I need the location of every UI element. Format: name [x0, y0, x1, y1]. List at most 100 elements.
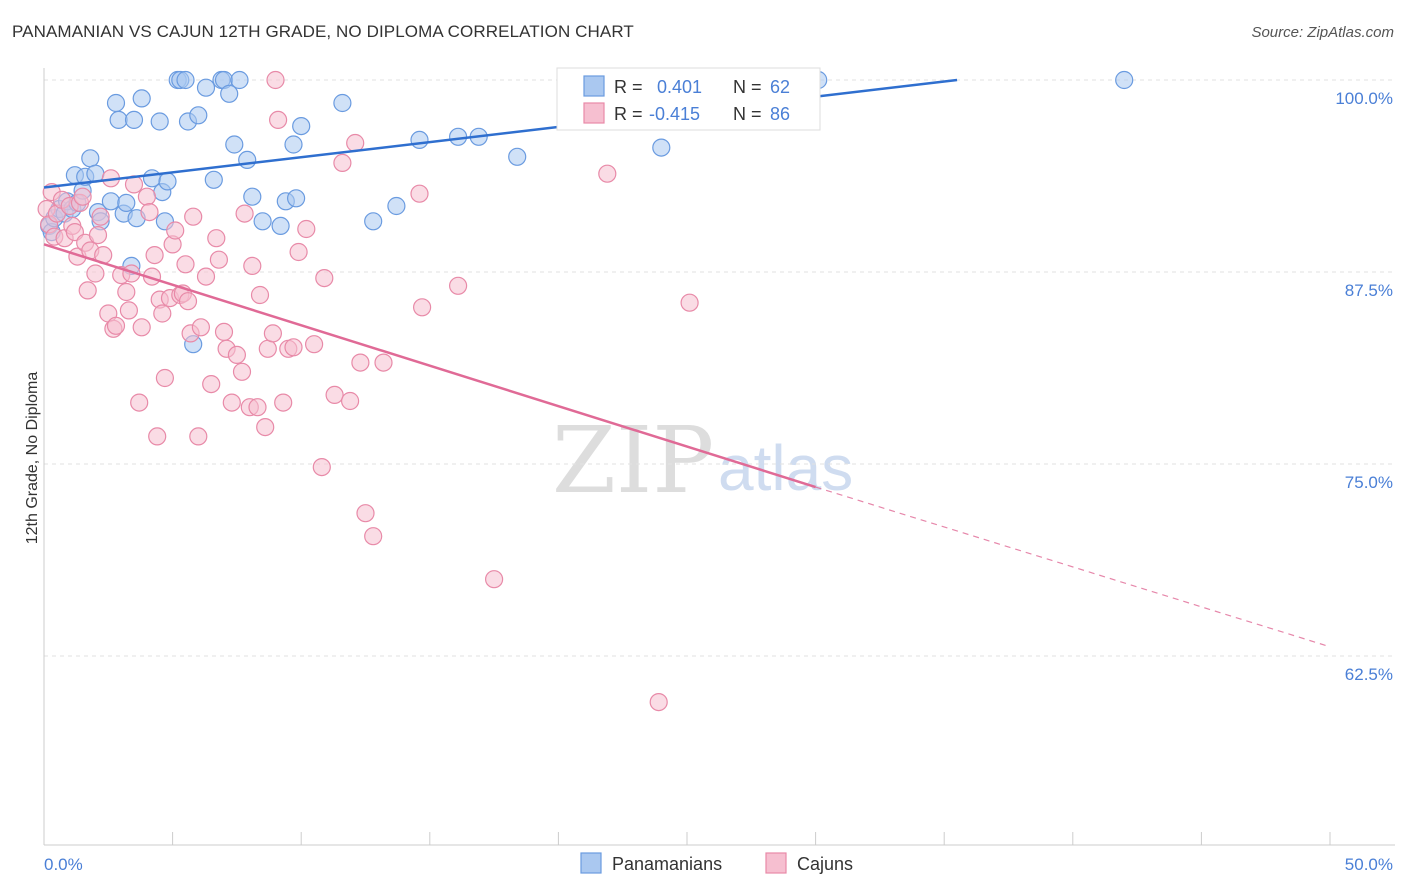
series-cajuns — [37, 70, 699, 712]
x-tick-label-0: 0.0% — [44, 855, 83, 874]
cajun-point-82 — [364, 527, 383, 546]
panamanian-point-15 — [101, 192, 121, 211]
cajun-point-31 — [137, 187, 156, 206]
legend-r-value-1: 0.401 — [657, 77, 702, 97]
cajun-point-34 — [145, 246, 164, 265]
cajun-point-53 — [209, 250, 228, 269]
cajun-point-78 — [341, 391, 360, 411]
cajun-point-48 — [189, 427, 208, 446]
panamanian-point-44 — [253, 212, 272, 231]
cajun-point-65 — [258, 339, 277, 358]
y-tick-labels: 100.0% 87.5% 75.0% 62.5% — [1335, 89, 1393, 684]
y-tick-label-3: 62.5% — [1345, 665, 1393, 684]
panamanian-point-16 — [106, 93, 126, 113]
bottom-legend-swatch-panamanians — [580, 852, 602, 874]
series-legend: Panamanians Cajuns — [580, 852, 853, 874]
legend-r-value-2: -0.415 — [649, 104, 700, 124]
x-tick-label-1: 50.0% — [1345, 855, 1393, 874]
cajun-point-18 — [91, 207, 110, 226]
cajun-point-47 — [184, 207, 203, 226]
cajun-point-58 — [232, 362, 252, 381]
panamanian-point-11 — [81, 149, 100, 168]
cajun-point-59 — [235, 204, 254, 223]
cajun-point-50 — [196, 267, 216, 286]
cajun-point-74 — [312, 458, 331, 477]
panamanian-point-28 — [158, 172, 177, 191]
cajun-point-32 — [140, 203, 159, 222]
cajun-point-66 — [263, 324, 282, 343]
panamanian-point-47 — [284, 135, 303, 154]
panamanian-point-25 — [150, 112, 169, 131]
cajun-point-12 — [73, 187, 92, 206]
cajun-point-80 — [351, 353, 370, 372]
cajun-point-37 — [153, 304, 172, 323]
panamanian-point-56 — [508, 147, 527, 166]
panamanian-point-40 — [225, 135, 244, 154]
cajun-point-16 — [86, 264, 105, 283]
cajun-point-38 — [155, 368, 174, 388]
bottom-legend-panamanians: Panamanians — [612, 854, 722, 874]
cajun-point-26 — [119, 301, 138, 320]
source-label: Source: ZipAtlas.com — [1251, 24, 1394, 41]
panamanian-point-49 — [292, 116, 311, 136]
legend-r-label-2: R = — [614, 104, 643, 124]
cajun-point-62 — [248, 398, 267, 417]
cajun-point-67 — [269, 110, 288, 130]
cajun-point-56 — [222, 393, 241, 412]
legend-n-label-1: N = — [733, 77, 762, 97]
cajun-point-44 — [176, 255, 195, 274]
y-axis-label: 12th Grade, No Diploma — [24, 372, 41, 545]
panamanian-point-59 — [1115, 70, 1134, 90]
watermark-atlas: atlas — [718, 432, 853, 504]
cajun-point-77 — [333, 153, 352, 172]
cajun-point-90 — [680, 293, 699, 312]
panamanian-point-23 — [132, 89, 151, 108]
panamanian-point-57 — [652, 138, 671, 157]
cajun-point-83 — [374, 353, 393, 372]
panamanian-point-39 — [220, 84, 239, 103]
cajun-point-86 — [449, 276, 468, 295]
panamanian-point-50 — [333, 93, 352, 113]
legend-n-value-1: 62 — [770, 77, 790, 97]
panamanian-point-43 — [243, 187, 262, 206]
cajun-point-61 — [243, 256, 262, 275]
cajun-point-57 — [227, 345, 246, 364]
y-tick-label-0: 100.0% — [1335, 89, 1393, 108]
cajun-point-17 — [88, 226, 108, 245]
cajun-point-73 — [305, 335, 324, 354]
cajun-point-84 — [410, 184, 429, 203]
y-tick-label-1: 87.5% — [1345, 281, 1393, 300]
y-tick-label-2: 75.0% — [1345, 473, 1393, 492]
trend-line-cajuns — [43, 243, 816, 489]
cajun-point-89 — [649, 692, 668, 712]
cajun-point-81 — [356, 504, 375, 523]
stats-legend: R = 0.401 N = 62 R = -0.415 N = 86 — [556, 67, 821, 131]
legend-n-value-2: 86 — [770, 104, 790, 124]
panamanian-point-36 — [204, 170, 223, 189]
panamanian-point-45 — [271, 216, 290, 235]
cajun-point-72 — [297, 219, 316, 239]
cajun-point-30 — [132, 318, 151, 337]
cajun-point-51 — [202, 375, 221, 394]
panamanian-point-19 — [117, 193, 136, 212]
cajun-point-54 — [214, 322, 234, 341]
panamanian-point-35 — [196, 78, 216, 97]
cajun-point-25 — [117, 282, 136, 302]
cajun-point-87 — [485, 570, 504, 589]
bottom-legend-swatch-cajuns — [765, 852, 787, 874]
cajun-point-29 — [130, 393, 149, 412]
cajun-point-68 — [274, 393, 293, 412]
cajun-point-14 — [78, 281, 97, 300]
legend-r-label-1: R = — [614, 77, 643, 97]
panamanian-point-31 — [176, 70, 195, 90]
cajun-point-71 — [289, 242, 308, 262]
panamanian-point-34 — [189, 106, 208, 125]
panamanian-point-51 — [364, 212, 383, 231]
panamanian-point-53 — [410, 130, 429, 149]
watermark-zip: ZIP — [552, 407, 714, 514]
legend-n-label-2: N = — [733, 104, 762, 124]
bottom-legend-cajuns: Cajuns — [797, 854, 853, 874]
cajun-point-70 — [284, 338, 303, 357]
trend-line-cajuns-extension — [815, 486, 1331, 648]
